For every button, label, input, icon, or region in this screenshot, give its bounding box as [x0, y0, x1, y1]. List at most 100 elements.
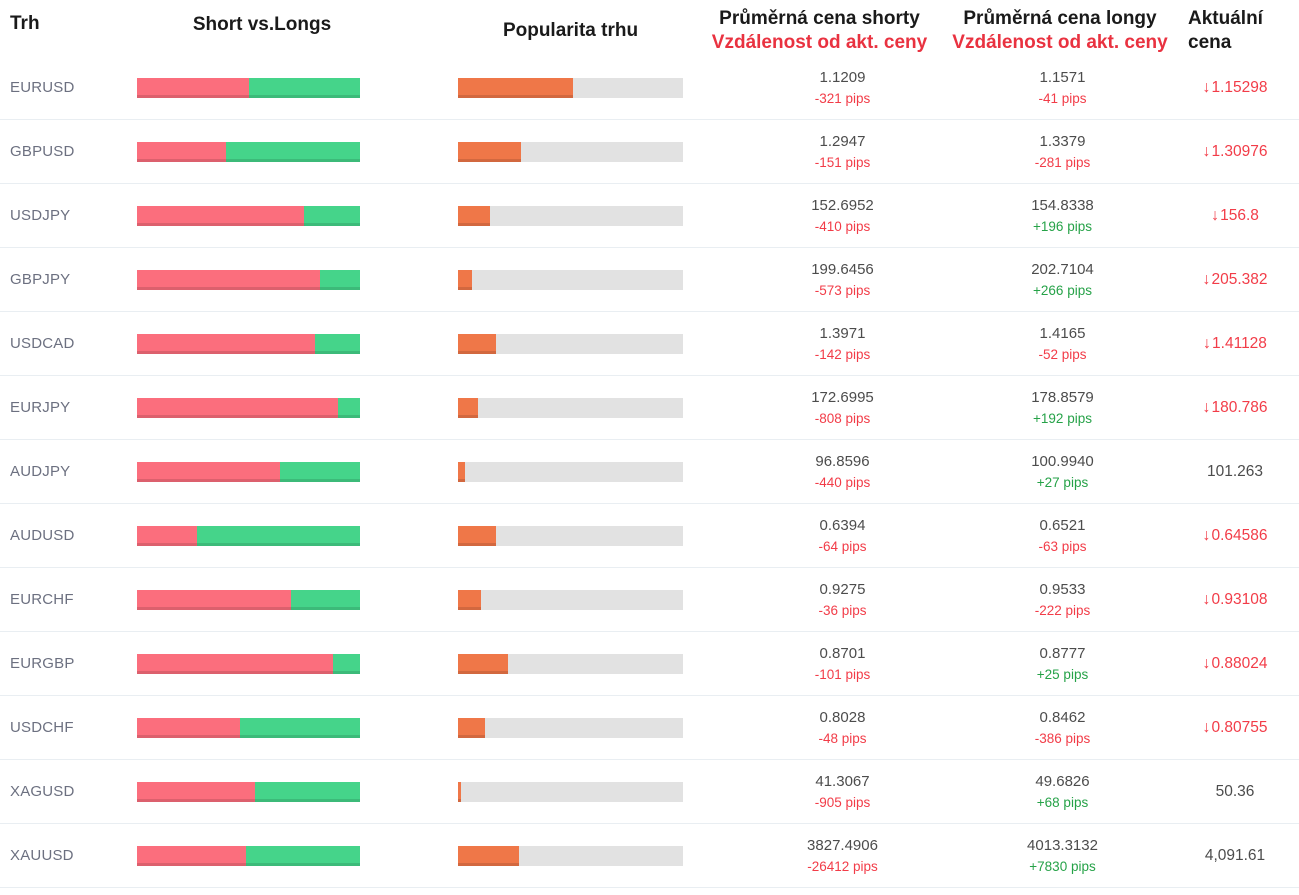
long-bar-segment	[246, 846, 360, 866]
avg-long-price-cell: 1.1571 -41 pips	[985, 56, 1140, 119]
long-bar-segment	[279, 462, 360, 482]
long-pips-distance: -63 pips	[1038, 539, 1087, 554]
short-bar-segment	[137, 846, 247, 866]
long-pips-distance: +25 pips	[1036, 667, 1089, 682]
short-bar-segment	[137, 270, 320, 290]
popularity-bar-fill	[458, 206, 490, 226]
short-bar-segment	[137, 206, 305, 226]
short-price: 1.2947	[819, 133, 866, 150]
current-price: ↓ 156.8	[1171, 184, 1299, 247]
current-price-value: 0.88024	[1211, 654, 1268, 672]
short-price: 199.6456	[811, 261, 874, 278]
short-bar-segment	[137, 590, 291, 610]
long-bar-segment	[290, 590, 360, 610]
down-arrow-icon: ↓	[1202, 654, 1211, 672]
current-price: ↓ 1.41128	[1171, 312, 1299, 375]
market-label: EURCHF	[10, 591, 74, 608]
short-vs-long-bar	[137, 462, 360, 482]
long-pips-distance: +196 pips	[1033, 219, 1092, 234]
avg-long-price-cell: 1.4165 -52 pips	[985, 312, 1140, 375]
avg-long-price-cell: 49.6826 +68 pips	[985, 760, 1140, 823]
avg-long-price-cell: 178.8579 +192 pips	[985, 376, 1140, 439]
market-label: AUDUSD	[10, 527, 75, 544]
table-row: EURUSD 1.1209 -321 pips 1.1571 -41 pips …	[0, 56, 1299, 120]
down-arrow-icon: ↓	[1211, 206, 1220, 224]
popularity-bar-fill	[458, 654, 508, 674]
current-price: ↓ 0.64586	[1171, 504, 1299, 567]
short-vs-long-bar	[137, 654, 360, 674]
market-label: EURUSD	[10, 79, 75, 96]
current-price: ↓ 0.93108	[1171, 568, 1299, 631]
avg-short-price-cell: 96.8596 -440 pips	[700, 440, 985, 503]
avg-short-price-cell: 199.6456 -573 pips	[700, 248, 985, 311]
header-market: Trh	[10, 13, 40, 34]
popularity-bar-fill	[458, 78, 573, 98]
short-pips-distance: -101 pips	[814, 667, 871, 682]
short-bar-segment	[137, 334, 316, 354]
long-bar-segment	[319, 270, 360, 290]
down-arrow-icon: ↓	[1202, 142, 1211, 160]
avg-short-price-cell: 0.8701 -101 pips	[700, 632, 985, 695]
short-price: 1.3971	[819, 325, 866, 342]
short-vs-long-bar	[137, 846, 360, 866]
table-header: Trh Short vs.Longs Popularita trhu Průmě…	[0, 0, 1299, 56]
current-price-value: 0.64586	[1211, 526, 1268, 544]
current-price: 4,091.61	[1171, 824, 1299, 887]
long-price: 154.8338	[1031, 197, 1094, 214]
popularity-bar-track	[458, 78, 683, 98]
long-bar-segment	[304, 206, 360, 226]
avg-long-price-cell: 0.8777 +25 pips	[985, 632, 1140, 695]
current-price-value: 4,091.61	[1204, 846, 1266, 864]
table-body: EURUSD 1.1209 -321 pips 1.1571 -41 pips …	[0, 56, 1299, 888]
avg-short-price-cell: 0.6394 -64 pips	[700, 504, 985, 567]
short-bar-segment	[137, 526, 198, 546]
long-pips-distance: -222 pips	[1034, 603, 1091, 618]
short-vs-long-bar	[137, 142, 360, 162]
long-price: 0.8777	[1039, 645, 1086, 662]
short-bar-segment	[137, 462, 280, 482]
header-short-vs-longs: Short vs.Longs	[192, 14, 332, 35]
long-pips-distance: -281 pips	[1034, 155, 1091, 170]
table-row: USDJPY 152.6952 -410 pips 154.8338 +196 …	[0, 184, 1299, 248]
current-price-value: 156.8	[1220, 206, 1259, 224]
short-vs-long-bar	[137, 78, 360, 98]
current-price-value: 1.15298	[1211, 78, 1268, 96]
short-pips-distance: -48 pips	[818, 731, 867, 746]
table-row: XAUUSD 3827.4906 -26412 pips 4013.3132 +…	[0, 824, 1299, 888]
avg-short-price-cell: 1.3971 -142 pips	[700, 312, 985, 375]
down-arrow-icon: ↓	[1202, 590, 1211, 608]
long-bar-segment	[239, 718, 360, 738]
popularity-bar-track	[458, 718, 683, 738]
avg-long-price-cell: 202.7104 +266 pips	[985, 248, 1140, 311]
current-price: ↓ 1.30976	[1171, 120, 1299, 183]
short-bar-segment	[137, 142, 227, 162]
market-label: XAUUSD	[10, 847, 74, 864]
long-price: 1.1571	[1039, 69, 1086, 86]
popularity-bar-track	[458, 334, 683, 354]
current-price: 101.263	[1171, 440, 1299, 503]
header-current-line2: cena	[1188, 32, 1232, 53]
avg-short-price-cell: 152.6952 -410 pips	[700, 184, 985, 247]
table-row: USDCHF 0.8028 -48 pips 0.8462 -386 pips …	[0, 696, 1299, 760]
short-vs-long-bar	[137, 526, 360, 546]
short-price: 152.6952	[811, 197, 874, 214]
short-bar-segment	[137, 654, 334, 674]
header-avg-long-line2: Vzdálenost od akt. ceny	[952, 32, 1168, 53]
short-price: 0.8028	[819, 709, 866, 726]
long-price: 0.6521	[1039, 517, 1086, 534]
current-price: ↓ 1.15298	[1171, 56, 1299, 119]
popularity-bar-track	[458, 270, 683, 290]
long-pips-distance: -52 pips	[1038, 347, 1087, 362]
header-current-line1: Aktuální	[1188, 8, 1263, 29]
current-price: ↓ 180.786	[1171, 376, 1299, 439]
popularity-bar-fill	[458, 334, 497, 354]
market-label: USDCHF	[10, 719, 74, 736]
down-arrow-icon: ↓	[1203, 334, 1212, 352]
popularity-bar-track	[458, 846, 683, 866]
current-price: ↓ 0.80755	[1171, 696, 1299, 759]
avg-long-price-cell: 4013.3132 +7830 pips	[985, 824, 1140, 887]
avg-long-price-cell: 0.8462 -386 pips	[985, 696, 1140, 759]
popularity-bar-track	[458, 782, 683, 802]
short-pips-distance: -905 pips	[814, 795, 871, 810]
